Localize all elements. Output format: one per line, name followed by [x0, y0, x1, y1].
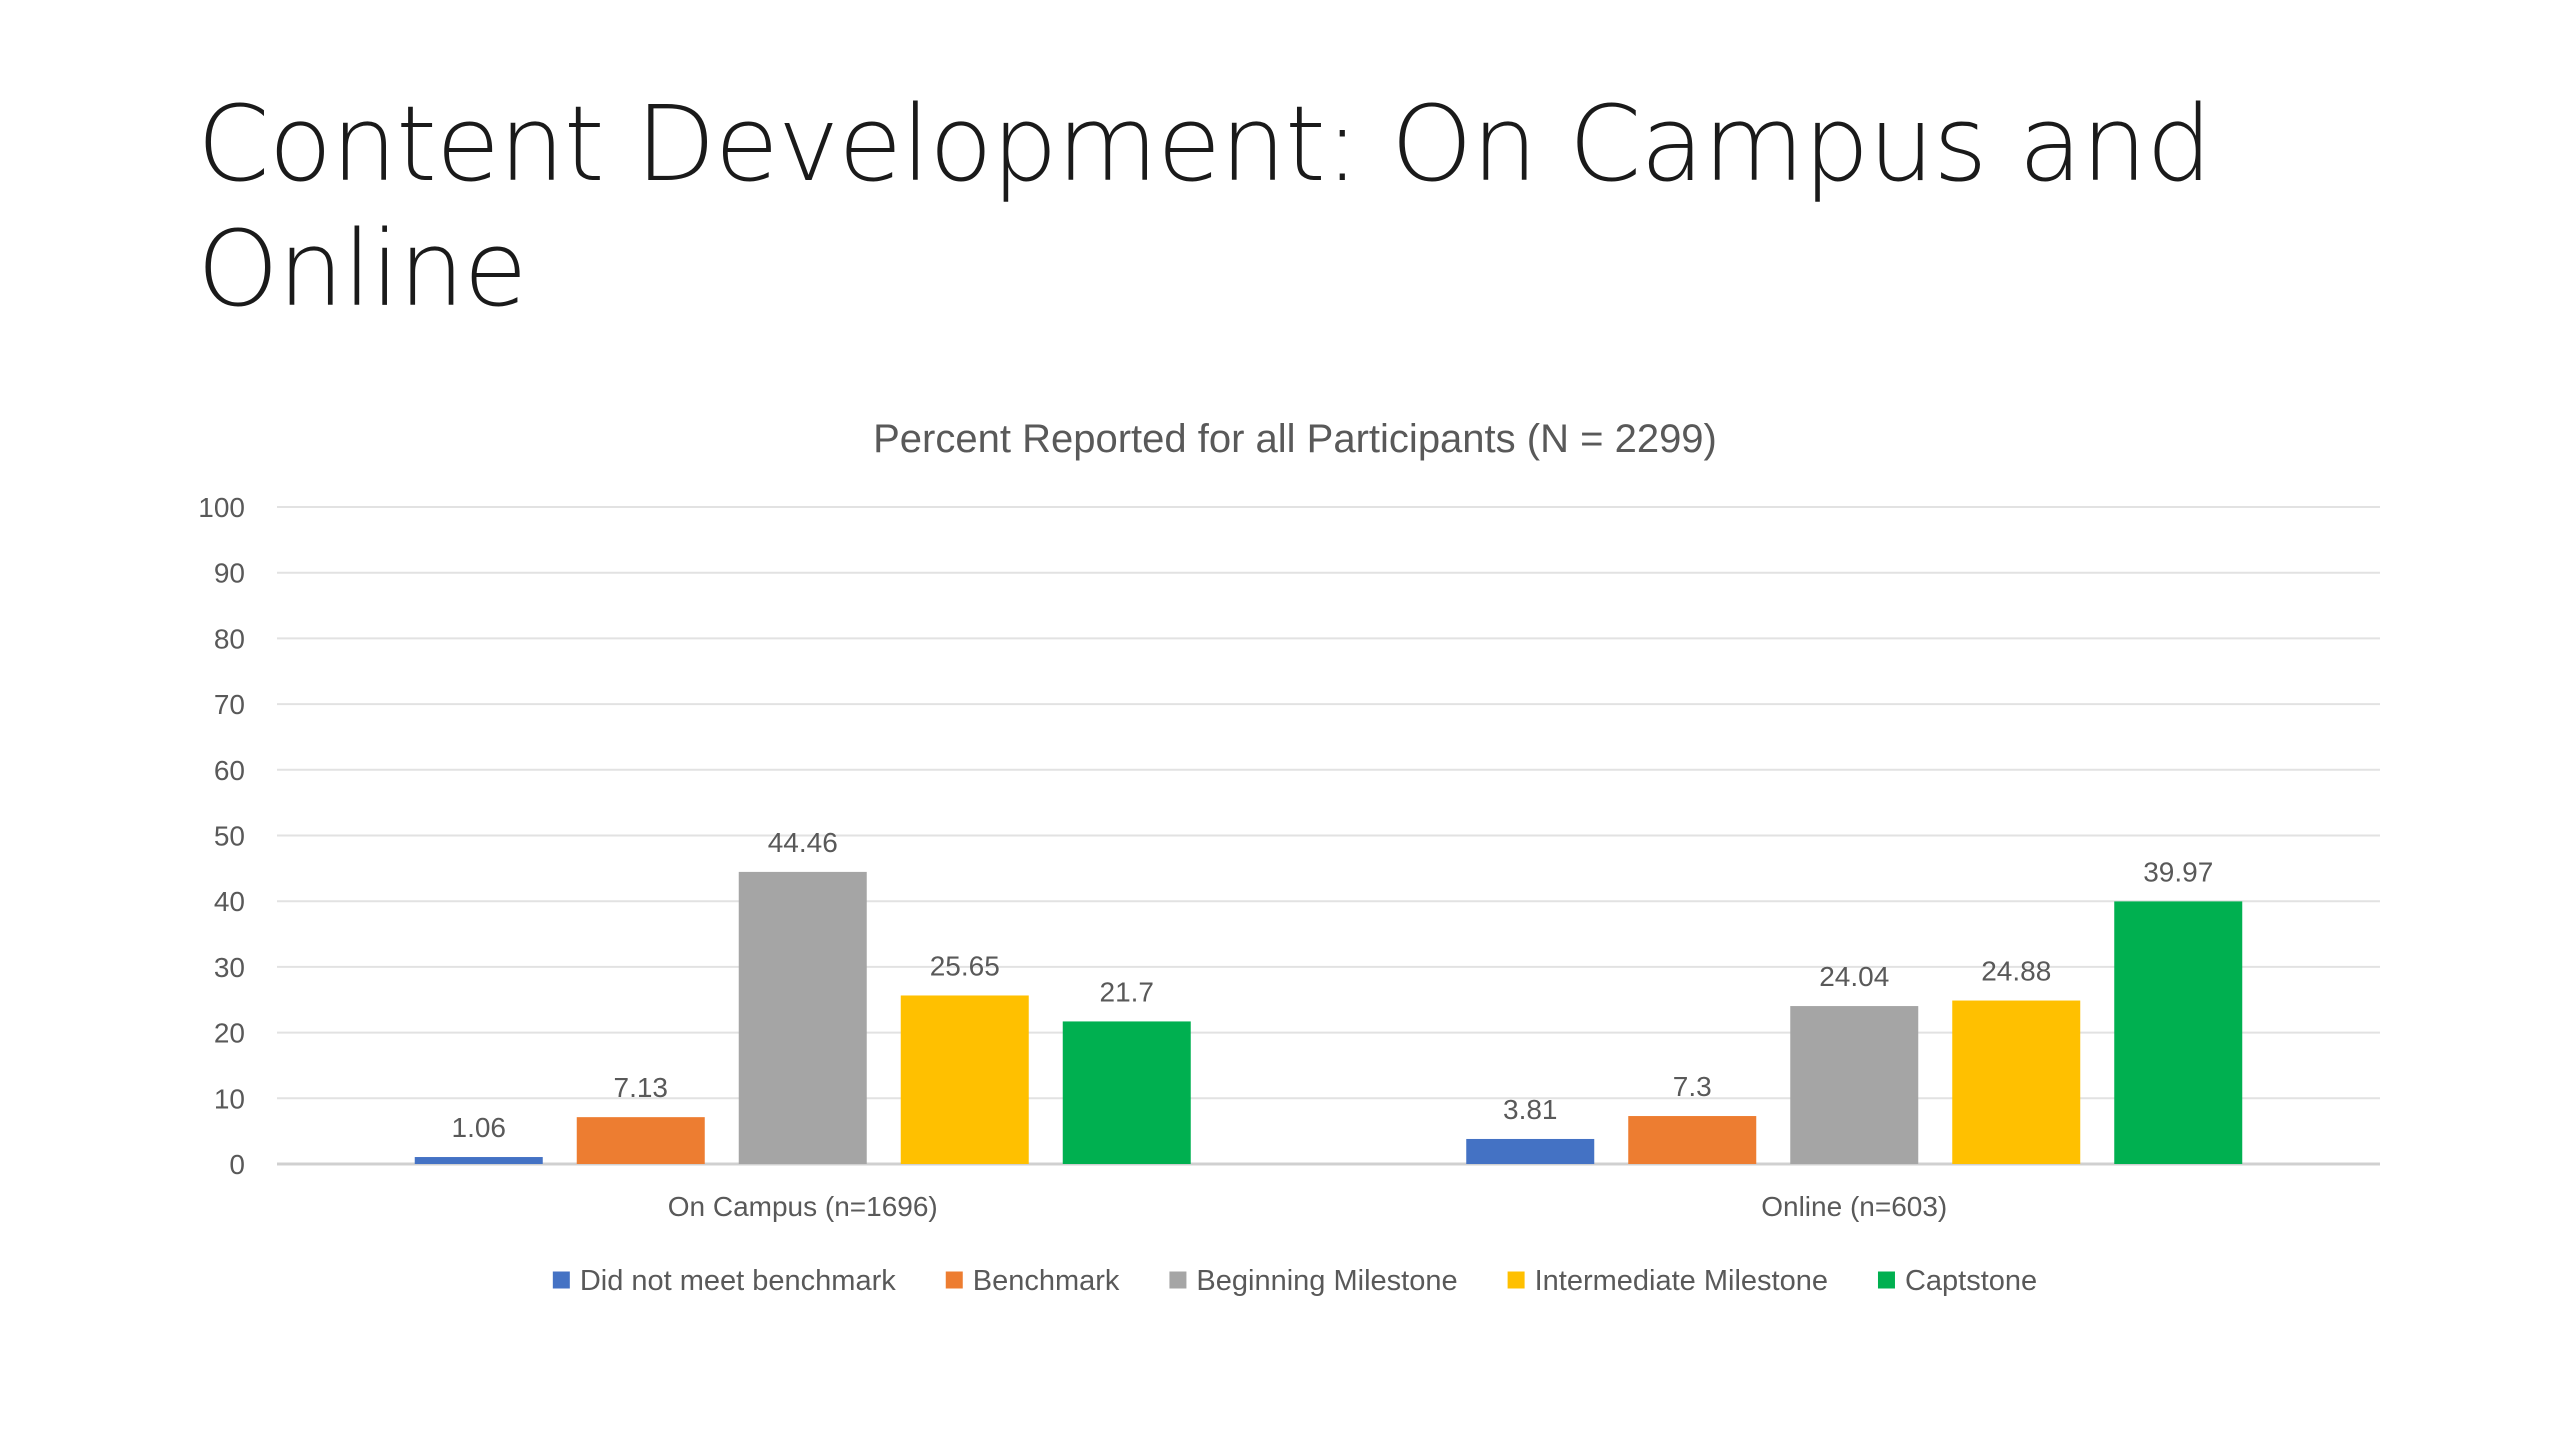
slide-title: Content Development: On Campus and Onlin…: [197, 83, 2212, 330]
legend-label: Did not meet benchmark: [580, 1265, 896, 1297]
data-label: 7.13: [614, 1072, 669, 1103]
x-axis: On Campus (n=1696) Online (n=603): [668, 1191, 1948, 1222]
y-tick-label: 100: [198, 492, 245, 523]
bars: [414, 871, 2243, 1164]
data-label: 3.81: [1503, 1094, 1558, 1125]
bar: [414, 1157, 543, 1164]
legend-swatch: [1507, 1271, 1525, 1289]
bar: [1062, 1021, 1191, 1164]
legend-label: Captstone: [1905, 1265, 2037, 1297]
data-label: 39.97: [2143, 856, 2213, 887]
legend-swatch: [1169, 1271, 1187, 1289]
y-axis: 0 10 20 30 40 50 60 70 80 90 100: [198, 492, 245, 1180]
bar: [1952, 1000, 2081, 1164]
data-label: 21.7: [1100, 976, 1155, 1007]
data-label: 7.3: [1673, 1071, 1712, 1102]
legend-swatch: [552, 1271, 570, 1289]
y-tick-label: 80: [214, 623, 245, 654]
bar: [2114, 901, 2243, 1164]
x-category-label: On Campus (n=1696): [668, 1191, 938, 1222]
y-tick-label: 0: [229, 1149, 245, 1180]
bar: [738, 871, 867, 1164]
data-label: 1.06: [452, 1112, 507, 1143]
bar: [900, 995, 1029, 1164]
chart-title: Percent Reported for all Participants (N…: [873, 417, 1717, 461]
legend: Did not meet benchmark Benchmark Beginning…: [552, 1265, 2037, 1297]
data-label: 44.46: [768, 827, 838, 858]
legend-swatch: [1877, 1271, 1895, 1289]
bar: [1790, 1006, 1919, 1164]
data-labels: 1.06 7.13 44.46 25.65 21.7 3.81 7.3 24.04 24.88 3…: [452, 827, 2214, 1143]
legend-label: Intermediate Milestone: [1535, 1265, 1828, 1297]
bar: [1628, 1116, 1757, 1164]
y-tick-label: 20: [214, 1018, 245, 1049]
x-category-label: Online (n=603): [1761, 1191, 1947, 1222]
data-label: 25.65: [930, 950, 1000, 981]
legend-swatch: [945, 1271, 963, 1289]
y-tick-label: 10: [214, 1083, 245, 1114]
y-tick-label: 40: [214, 886, 245, 917]
y-tick-label: 30: [214, 952, 245, 983]
data-label: 24.88: [1981, 956, 2051, 987]
y-tick-label: 60: [214, 755, 245, 786]
bar: [1466, 1138, 1595, 1164]
legend-label: Benchmark: [973, 1265, 1120, 1297]
y-tick-label: 90: [214, 558, 245, 589]
legend-label: Beginning Milestone: [1196, 1265, 1457, 1297]
bar: [576, 1117, 705, 1164]
y-tick-label: 50: [214, 821, 245, 852]
data-label: 24.04: [1819, 961, 1889, 992]
y-tick-label: 70: [214, 689, 245, 720]
